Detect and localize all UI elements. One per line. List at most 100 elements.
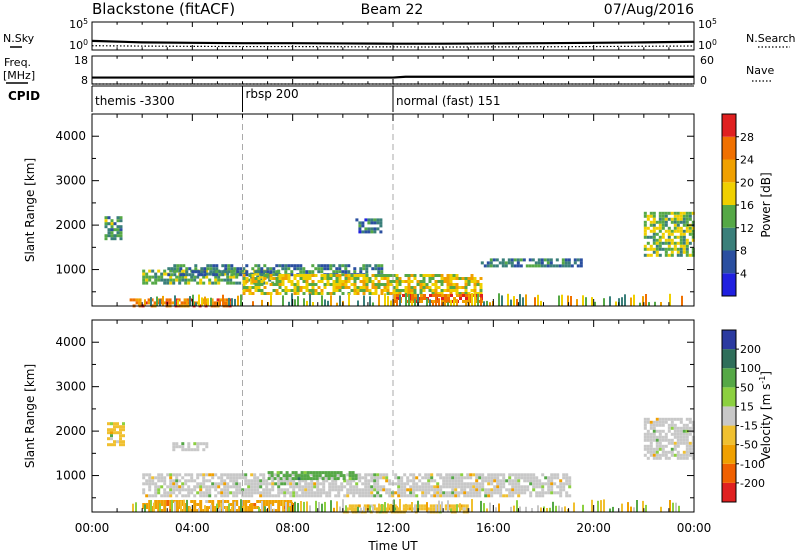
velocity-echo-cell [277,488,281,492]
velocity-echo-cell [265,503,269,506]
velocity-echo-cell [402,504,406,508]
velocity-echo-cell [661,453,665,457]
power-echo-cell [226,272,230,276]
power-echo-cell [338,274,342,277]
power-echo-cell [361,221,365,225]
velocity-echo-cell [502,479,506,483]
power-echo-cell [664,250,668,254]
velocity-echo-cell [667,423,671,427]
velocity-echo-cell [327,477,331,481]
velocity-echo-cell [676,432,680,436]
velocity-echo-cell [205,500,209,503]
velocity-echo-cell [448,494,452,498]
velocity-echo-cell [427,482,431,486]
power-echo-cell [473,280,477,283]
velocity-near-range-cell [558,505,560,512]
power-echo-cell [465,297,468,300]
velocity-echo-cell [187,506,191,509]
velocity-echo-cell [667,450,671,454]
velocity-echo-cell [568,485,572,489]
power-near-range-cell [456,299,458,306]
power-echo-cell [182,264,186,268]
power-echo-cell [682,241,686,245]
velocity-echo-cell [247,494,251,498]
power-echo-cell [259,275,263,279]
velocity-echo-cell [142,473,146,477]
power-echo-cell [452,286,456,289]
power-echo-cell [558,264,562,268]
power-echo-cell [685,253,689,257]
power-echo-cell [228,301,232,305]
power-echo-cell [365,283,369,286]
power-echo-cell [447,300,450,303]
velocity-echo-cell [337,494,341,498]
velocity-echo-cell [526,476,530,480]
velocity-echo-cell [415,482,419,486]
power-echo-cell [664,223,668,227]
velocity-echo-cell [460,482,464,486]
velocity-echo-cell [457,485,461,489]
power-echo-cell [217,275,221,279]
velocity-near-range-cell [531,508,533,512]
velocity-echo-cell [502,494,506,498]
velocity-echo-cell [163,488,167,492]
velocity-echo-cell [384,507,388,511]
velocity-near-range-cell [450,508,452,512]
power-near-range-cell [642,296,644,306]
velocity-near-range-cell [498,503,500,512]
power-echo-cell [180,301,184,305]
velocity-echo-cell [511,494,515,498]
velocity-echo-cell [691,453,695,457]
velocity-echo-cell [433,485,437,489]
velocity-echo-cell [163,482,167,486]
velocity-echo-cell [430,485,434,489]
power-echo-cell [236,273,240,277]
velocity-echo-cell [433,494,437,498]
velocity-echo-cell [658,417,662,421]
cpid-segment-3: normal (fast) 151 [396,94,500,108]
velocity-echo-cell [351,471,355,475]
velocity-echo-cell [349,479,353,483]
power-echo-cell [159,298,163,302]
power-near-range-cell [378,294,380,306]
power-echo-cell [293,274,297,277]
velocity-echo-cell [535,485,539,489]
velocity-near-range-cell [285,502,287,512]
power-echo-cell [495,258,499,262]
power-echo-cell [284,289,288,292]
power-echo-cell [673,214,677,218]
velocity-echo-cell [661,438,665,442]
velocity-echo-cell [453,507,457,511]
power-echo-cell [455,289,459,292]
power-echo-cell [113,222,117,226]
velocity-echo-cell [406,476,410,480]
velocity-near-range-cell [318,502,320,512]
power-echo-cell [410,274,414,277]
power-echo-cell [661,235,665,239]
power-echo-cell [371,292,375,295]
power-echo-cell [251,274,255,277]
velocity-echo-cell [562,482,566,486]
velocity-echo-cell [658,441,662,445]
velocity-echo-cell [445,494,449,498]
noise-ytick-top: 105 [69,17,88,31]
velocity-echo-cell [265,509,269,512]
power-colorbar-label: 28 [740,131,754,144]
velocity-echo-cell [475,491,479,495]
power-echo-cell [367,227,371,231]
velocity-echo-cell [280,500,284,503]
velocity-echo-cell [250,482,254,486]
velocity-echo-cell [250,485,254,489]
power-near-range-cell [198,294,200,306]
velocity-echo-cell [433,491,437,495]
velocity-echo-cell [517,476,521,480]
power-echo-cell [192,301,196,305]
velocity-echo-cell [229,473,233,477]
power-near-range-cell [306,300,308,306]
power-echo-cell [416,283,420,286]
velocity-echo-cell [235,482,239,486]
velocity-echo-cell [190,479,194,483]
velocity-echo-cell [424,488,428,492]
power-colorbar-band [722,136,736,160]
velocity-echo-cell [169,482,173,486]
